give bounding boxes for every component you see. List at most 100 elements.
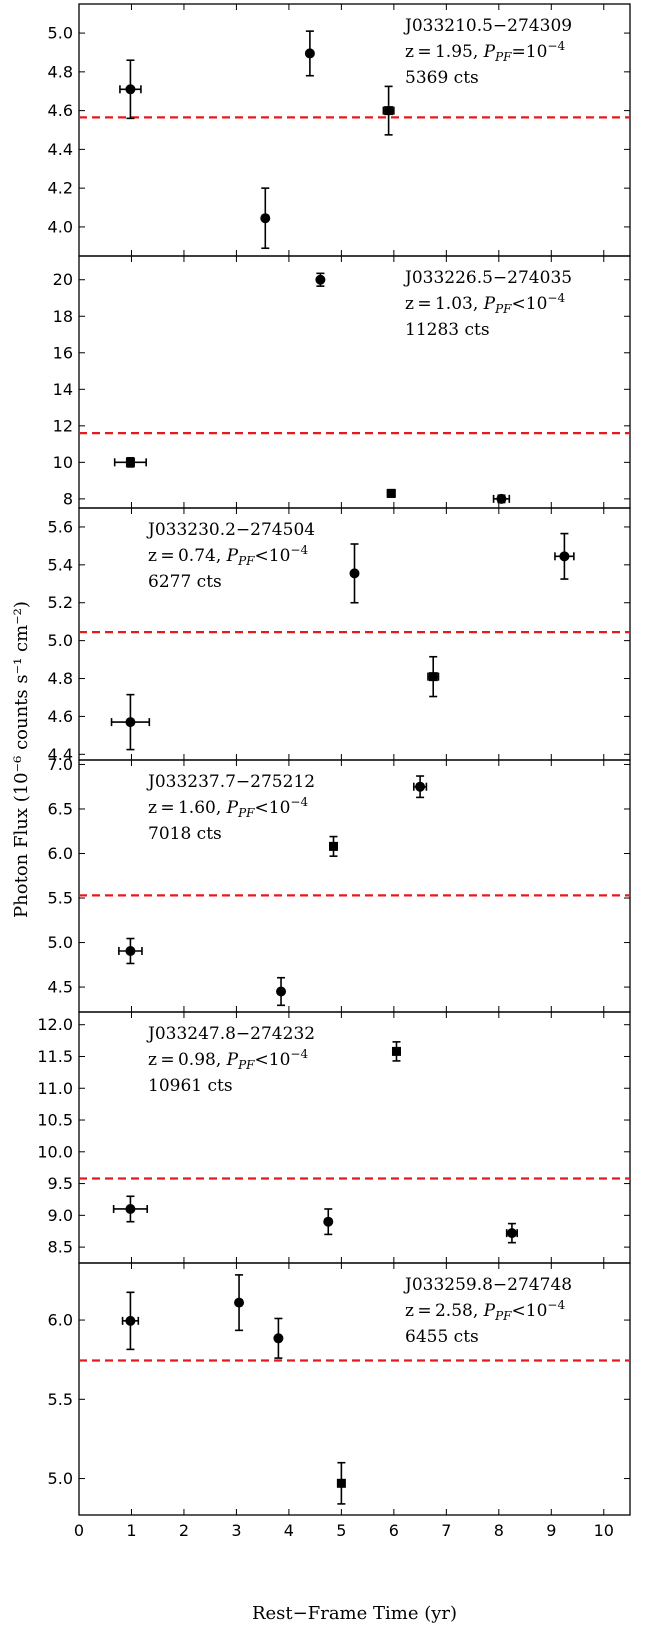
redshift-probability: z = 0.98, PPF<10−4 [148,1047,308,1072]
y-tick-label: 11.0 [37,1079,73,1098]
redshift-probability: z = 1.03, PPF<10−4 [405,291,565,316]
source-name: J033226.5−274035 [403,268,572,288]
y-tick-label: 4.2 [48,179,73,198]
y-axis-label: Photon Flux (10⁻⁶ counts s⁻¹ cm⁻²) [11,601,32,918]
counts-label: 6277 cts [148,572,222,592]
y-tick-label: 10.5 [37,1111,73,1130]
circle-marker [125,946,136,957]
data-point [119,59,142,120]
counts-label: 10961 cts [148,1076,233,1096]
redshift-probability: z = 0.74, PPF<10−4 [148,543,308,568]
x-tick-label: 6 [389,1521,399,1540]
x-tick-label: 4 [284,1521,294,1540]
panel-4: 4.5 5.0 5.5 6.0 6.5 7.0 J033237.7−275212 z = 1.… [48,755,631,1013]
source-name: J033210.5−274309 [403,16,572,36]
data-point [427,655,440,698]
x-tick-label: 2 [179,1521,189,1540]
y-tick-label: 6.0 [48,844,73,863]
circle-marker [125,1203,136,1214]
data-point [110,693,151,751]
circle-marker [276,986,287,997]
x-tick-label: 8 [494,1521,504,1540]
square-marker [329,841,339,851]
data-point [304,30,315,77]
panel-2: 8 10 12 14 16 18 20 J033226.5−274035 z = 1.03, P… [53,255,631,509]
circle-marker [234,1297,245,1308]
y-tick-label: 7.0 [48,755,73,774]
y-tick-label: 5.2 [48,593,73,612]
circle-marker [125,1315,136,1326]
panel-6: 5.0 5.5 6.0 J033259.8−274748 z = 2.58, PPF<1… [48,1262,631,1516]
redshift-probability: z = 2.58, PPF<10−4 [405,1298,565,1323]
circle-marker [349,568,360,579]
data-point [391,1041,401,1062]
y-tick-label: 5.0 [48,631,73,650]
y-tick-label: 4.8 [48,669,73,688]
data-point [554,532,575,580]
x-tick-label: 10 [594,1521,614,1540]
data-point [329,835,339,857]
redshift-probability: z = 1.60, PPF<10−4 [148,795,308,820]
x-tick-label: 5 [336,1521,346,1540]
data-point [323,1208,334,1236]
data-point [276,976,287,1007]
circle-marker [304,48,315,59]
square-marker [428,672,438,682]
y-tick-label: 5.5 [48,1390,73,1409]
y-tick-label: 5.0 [48,933,73,952]
y-tick-label: 4.6 [48,101,73,120]
y-tick-label: 4.6 [48,707,73,726]
counts-label: 6455 cts [405,1327,479,1347]
data-point [234,1274,245,1332]
y-tick-label: 20 [53,270,73,289]
y-tick-label: 5.5 [48,889,73,908]
data-point [315,272,326,287]
panel-5: 8.5 9.0 9.5 10.0 10.5 11.0 11.5 12.0 J033247.8−2… [37,1011,631,1264]
y-tick-label: 12 [53,416,73,435]
square-marker [391,1046,401,1056]
y-tick-label: 10 [53,453,73,472]
panel-1: 4.0 4.2 4.4 4.6 4.8 5.0 J033210.5−274309 z = 1.… [48,3,631,257]
y-tick-label: 4.5 [48,978,73,997]
data-point [349,543,360,604]
y-tick-label: 5.4 [48,555,73,574]
square-marker [386,488,396,498]
data-point [382,85,395,136]
y-tick-label: 18 [53,307,73,326]
data-point [273,1317,284,1359]
data-point [118,937,143,965]
y-tick-label: 12.0 [37,1015,73,1034]
panel-frame [78,1262,631,1516]
data-point [386,488,396,498]
y-tick-label: 5.0 [48,24,73,43]
y-tick-label: 10.0 [37,1142,73,1161]
square-marker [336,1478,346,1488]
y-tick-label: 9.5 [48,1174,73,1193]
source-name: J033237.7−275212 [146,772,315,792]
data-point [260,187,271,250]
x-tick-label: 0 [74,1521,84,1540]
counts-label: 7018 cts [148,824,222,844]
redshift-probability: z = 1.95, PPF=10−4 [405,39,565,64]
data-point [113,456,147,468]
counts-label: 11283 cts [405,320,490,340]
data-point [505,1222,518,1244]
y-tick-label: 9.0 [48,1206,73,1225]
data-point [412,775,428,799]
x-tick-label: 3 [231,1521,241,1540]
source-name: J033230.2−274504 [146,520,315,540]
circle-marker [415,781,426,792]
circle-marker [506,1228,517,1239]
square-marker [125,457,135,467]
data-point [112,1195,149,1223]
x-axis-label: Rest−Frame Time (yr) [252,1603,457,1624]
data-point [492,493,511,504]
y-tick-label: 6.5 [48,799,73,818]
data-point [121,1291,140,1351]
y-tick-label: 4.8 [48,62,73,81]
counts-label: 5369 cts [405,68,479,88]
circle-marker [496,493,507,504]
y-tick-label: 5.6 [48,517,73,536]
x-tick-label: 7 [441,1521,451,1540]
